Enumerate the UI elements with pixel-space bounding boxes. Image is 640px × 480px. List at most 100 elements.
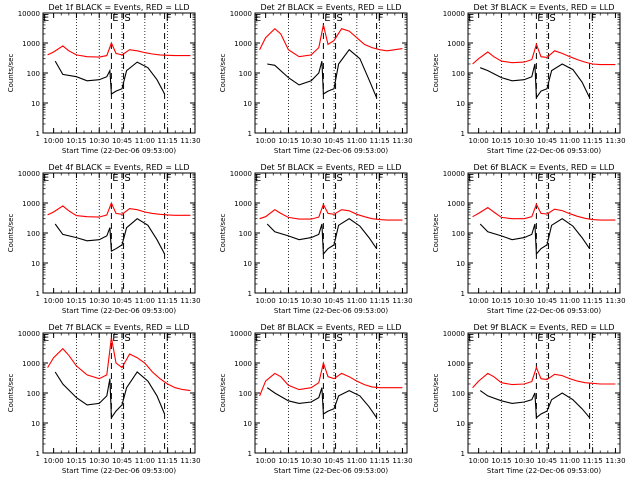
y-tick-label: 1 xyxy=(461,450,465,458)
x-tick-label: 10:15 xyxy=(491,457,511,465)
interval-marker-s: S xyxy=(124,333,130,344)
x-tick-label: 10:15 xyxy=(278,137,298,145)
interval-marker-e-left: E xyxy=(43,173,49,184)
y-tick-label: 100 xyxy=(452,390,465,398)
series-line-lld xyxy=(472,203,616,221)
x-tick-label: 11:15 xyxy=(158,297,178,305)
interval-marker-f: F xyxy=(378,13,384,24)
x-tick-label: 10:15 xyxy=(278,457,298,465)
x-axis-label: Start Time (22-Dec-06 09:53:00) xyxy=(62,307,176,315)
x-tick-label: 10:00 xyxy=(256,137,276,145)
x-tick-label: 10:00 xyxy=(469,457,489,465)
x-tick-label: 11:30 xyxy=(180,457,200,465)
panel-title: Det 6f BLACK = Events, RED = LLD xyxy=(473,163,614,172)
x-tick-label: 10:30 xyxy=(514,457,534,465)
series-line-events xyxy=(267,48,378,98)
panel-title: Det 9f BLACK = Events, RED = LLD xyxy=(473,323,614,332)
interval-marker-f: F xyxy=(591,333,597,344)
interval-marker-e-left: E xyxy=(468,13,474,24)
y-tick-label: 10000 xyxy=(443,330,465,338)
y-tick-label: 1000 xyxy=(22,200,40,208)
x-tick-label: 10:30 xyxy=(514,137,534,145)
x-tick-label: 10:45 xyxy=(112,297,132,305)
y-tick-label: 10 xyxy=(31,260,40,268)
x-tick-label: 10:45 xyxy=(537,137,557,145)
series-line-lld xyxy=(259,24,403,58)
interval-marker-e-left: E xyxy=(468,173,474,184)
y-axis-label: Counts/sec xyxy=(7,214,15,253)
y-axis-label: Counts/sec xyxy=(432,374,440,413)
y-tick-label: 1 xyxy=(36,290,40,298)
x-tick-label: 11:15 xyxy=(158,137,178,145)
x-tick-label: 10:15 xyxy=(491,137,511,145)
series-line-lld xyxy=(47,337,191,392)
interval-marker-s: S xyxy=(549,173,555,184)
y-tick-label: 10 xyxy=(31,420,40,428)
y-tick-label: 1 xyxy=(36,130,40,138)
interval-marker-e: E xyxy=(112,13,118,24)
y-axis-label: Counts/sec xyxy=(7,54,15,93)
interval-marker-s: S xyxy=(124,13,130,24)
x-tick-label: 11:15 xyxy=(583,137,603,145)
y-tick-label: 10 xyxy=(243,260,252,268)
y-tick-label: 10000 xyxy=(18,170,40,178)
interval-marker-f: F xyxy=(166,13,172,24)
panel-title: Det 8f BLACK = Events, RED = LLD xyxy=(260,323,401,332)
x-tick-label: 10:15 xyxy=(491,297,511,305)
y-tick-label: 100 xyxy=(239,390,252,398)
y-tick-label: 100 xyxy=(452,230,465,238)
y-tick-label: 1000 xyxy=(234,40,252,48)
x-tick-label: 11:00 xyxy=(135,297,155,305)
x-axis-label: Start Time (22-Dec-06 09:53:00) xyxy=(487,307,601,315)
x-tick-label: 11:15 xyxy=(583,457,603,465)
series-line-events xyxy=(266,218,378,256)
y-tick-label: 10000 xyxy=(443,10,465,18)
x-tick-label: 11:30 xyxy=(180,297,200,305)
interval-marker-s: S xyxy=(336,333,342,344)
y-tick-label: 10 xyxy=(243,420,252,428)
x-tick-label: 11:00 xyxy=(560,297,580,305)
interval-marker-e: E xyxy=(537,333,543,344)
series-line-events xyxy=(54,60,166,95)
x-tick-label: 10:30 xyxy=(89,297,109,305)
x-axis-label: Start Time (22-Dec-06 09:53:00) xyxy=(274,467,388,475)
y-axis-label: Counts/sec xyxy=(432,54,440,93)
y-tick-label: 10 xyxy=(456,420,465,428)
x-tick-label: 11:30 xyxy=(392,297,412,305)
x-tick-label: 11:00 xyxy=(560,137,580,145)
x-tick-label: 10:00 xyxy=(44,137,64,145)
series-line-lld xyxy=(472,366,616,389)
x-tick-label: 10:30 xyxy=(301,137,321,145)
x-tick-label: 11:15 xyxy=(583,297,603,305)
x-axis-label: Start Time (22-Dec-06 09:53:00) xyxy=(274,307,388,315)
series-line-lld xyxy=(472,42,616,66)
y-tick-label: 1000 xyxy=(22,40,40,48)
interval-marker-e: E xyxy=(324,333,330,344)
y-tick-label: 100 xyxy=(239,70,252,78)
x-tick-label: 10:45 xyxy=(537,297,557,305)
x-tick-label: 11:15 xyxy=(158,457,178,465)
x-tick-label: 11:00 xyxy=(347,137,367,145)
x-tick-label: 10:15 xyxy=(66,297,86,305)
y-axis-label: Counts/sec xyxy=(219,214,227,253)
x-tick-label: 11:00 xyxy=(135,457,155,465)
x-tick-label: 11:00 xyxy=(560,457,580,465)
x-tick-label: 10:30 xyxy=(301,457,321,465)
y-tick-label: 1000 xyxy=(22,360,40,368)
series-line-events xyxy=(479,390,591,419)
interval-marker-s: S xyxy=(336,173,342,184)
x-tick-label: 10:00 xyxy=(44,457,64,465)
x-tick-label: 10:45 xyxy=(112,137,132,145)
y-tick-label: 100 xyxy=(27,230,40,238)
x-axis-label: Start Time (22-Dec-06 09:53:00) xyxy=(274,147,388,155)
x-tick-label: 11:15 xyxy=(370,297,390,305)
y-tick-label: 100 xyxy=(239,230,252,238)
y-tick-label: 100 xyxy=(27,70,40,78)
interval-marker-e-left: E xyxy=(255,173,261,184)
y-tick-label: 10 xyxy=(243,100,252,108)
